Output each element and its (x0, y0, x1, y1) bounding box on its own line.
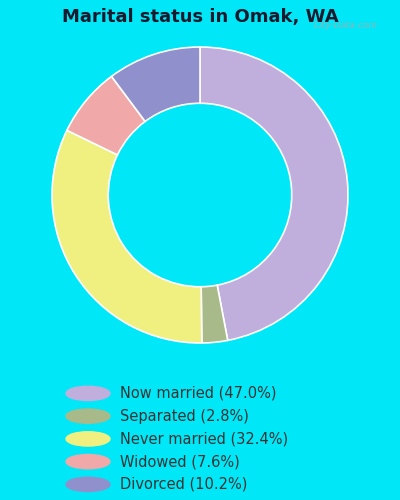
Wedge shape (200, 47, 348, 341)
Text: Separated (2.8%): Separated (2.8%) (120, 408, 249, 424)
Text: Marital status in Omak, WA: Marital status in Omak, WA (62, 8, 338, 26)
Text: Now married (47.0%): Now married (47.0%) (120, 386, 276, 401)
Circle shape (66, 409, 110, 424)
Circle shape (66, 454, 110, 469)
Wedge shape (67, 76, 145, 155)
Circle shape (66, 386, 110, 400)
Text: City-Data.com: City-Data.com (314, 21, 378, 30)
Circle shape (66, 432, 110, 446)
Wedge shape (52, 130, 202, 343)
Text: Never married (32.4%): Never married (32.4%) (120, 432, 288, 446)
Wedge shape (112, 47, 200, 122)
Wedge shape (201, 285, 228, 343)
Text: Widowed (7.6%): Widowed (7.6%) (120, 454, 240, 469)
Text: Divorced (10.2%): Divorced (10.2%) (120, 477, 247, 492)
Circle shape (66, 477, 110, 492)
